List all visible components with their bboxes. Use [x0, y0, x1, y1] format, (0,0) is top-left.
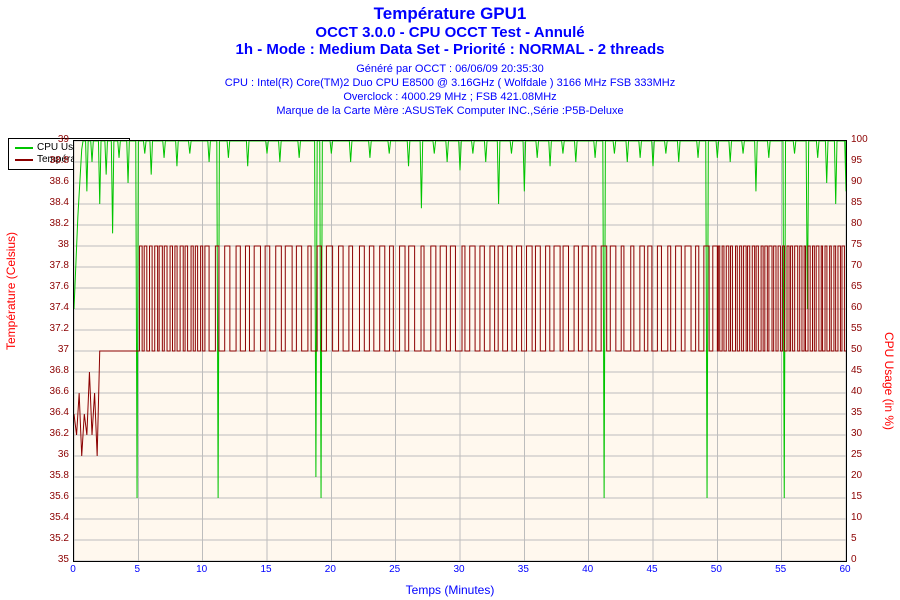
y2-tick: 5 [851, 533, 881, 544]
chart-subtitles: Généré par OCCT : 06/06/09 20:35:30 CPU … [0, 62, 900, 118]
y1-tick: 36 [39, 449, 69, 460]
y1-tick: 38.6 [39, 176, 69, 187]
x-tick: 10 [190, 564, 214, 575]
y1-tick: 36.2 [39, 428, 69, 439]
y2-tick: 90 [851, 176, 881, 187]
y1-tick: 39 [39, 134, 69, 145]
x-tick: 35 [511, 564, 535, 575]
y1-tick: 37.8 [39, 260, 69, 271]
y2-tick: 45 [851, 365, 881, 376]
x-tick: 0 [61, 564, 85, 575]
title-block: Température GPU1 OCCT 3.0.0 - CPU OCCT T… [0, 4, 900, 118]
y1-tick: 37.4 [39, 302, 69, 313]
x-tick: 60 [833, 564, 857, 575]
x-tick: 30 [447, 564, 471, 575]
y1-tick: 37.6 [39, 281, 69, 292]
x-tick: 45 [640, 564, 664, 575]
y2-tick: 100 [851, 134, 881, 145]
x-tick: 20 [318, 564, 342, 575]
y1-tick: 38 [39, 239, 69, 250]
y2-tick: 40 [851, 386, 881, 397]
y1-tick: 35.4 [39, 512, 69, 523]
y1-tick: 38.4 [39, 197, 69, 208]
y1-tick: 35.6 [39, 491, 69, 502]
subtitle-1: Généré par OCCT : 06/06/09 20:35:30 [0, 62, 900, 76]
x-tick: 40 [576, 564, 600, 575]
x-tick: 15 [254, 564, 278, 575]
y2-tick: 15 [851, 491, 881, 502]
y2-tick: 65 [851, 281, 881, 292]
chart-title-2: OCCT 3.0.0 - CPU OCCT Test - Annulé [0, 24, 900, 41]
x-tick: 25 [383, 564, 407, 575]
y2-tick: 50 [851, 344, 881, 355]
y2-tick: 95 [851, 155, 881, 166]
y2-tick: 60 [851, 302, 881, 313]
y2-tick: 85 [851, 197, 881, 208]
y1-tick: 38.8 [39, 155, 69, 166]
plot-svg [74, 141, 846, 561]
x-tick: 5 [125, 564, 149, 575]
y1-tick: 35.8 [39, 470, 69, 481]
y1-tick: 37.2 [39, 323, 69, 334]
y2-tick: 80 [851, 218, 881, 229]
y1-tick: 36.6 [39, 386, 69, 397]
y2-tick: 35 [851, 407, 881, 418]
x-axis-label: Temps (Minutes) [0, 583, 900, 597]
subtitle-3: Overclock : 4000.29 MHz ; FSB 421.08MHz [0, 90, 900, 104]
y2-tick: 25 [851, 449, 881, 460]
y2-tick: 20 [851, 470, 881, 481]
y1-tick: 36.8 [39, 365, 69, 376]
y1-tick: 37 [39, 344, 69, 355]
y2-tick: 10 [851, 512, 881, 523]
x-tick: 55 [769, 564, 793, 575]
y1-tick: 36.4 [39, 407, 69, 418]
x-tick: 50 [704, 564, 728, 575]
legend-swatch-temp [15, 159, 33, 161]
subtitle-4: Marque de la Carte Mère :ASUSTeK Compute… [0, 104, 900, 118]
legend-swatch-cpu [15, 147, 33, 149]
y1-tick: 38.2 [39, 218, 69, 229]
chart-title-3: 1h - Mode : Medium Data Set - Priorité :… [0, 41, 900, 58]
y2-tick: 55 [851, 323, 881, 334]
y2-tick: 30 [851, 428, 881, 439]
y-right-axis-label: CPU Usage (in %) [882, 332, 896, 430]
subtitle-2: CPU : Intel(R) Core(TM)2 Duo CPU E8500 @… [0, 76, 900, 90]
plot-area [73, 140, 847, 562]
y-left-axis-label: Température (Celsius) [4, 232, 18, 350]
y2-tick: 75 [851, 239, 881, 250]
chart-title-1: Température GPU1 [0, 4, 900, 24]
y1-tick: 35.2 [39, 533, 69, 544]
y2-tick: 70 [851, 260, 881, 271]
